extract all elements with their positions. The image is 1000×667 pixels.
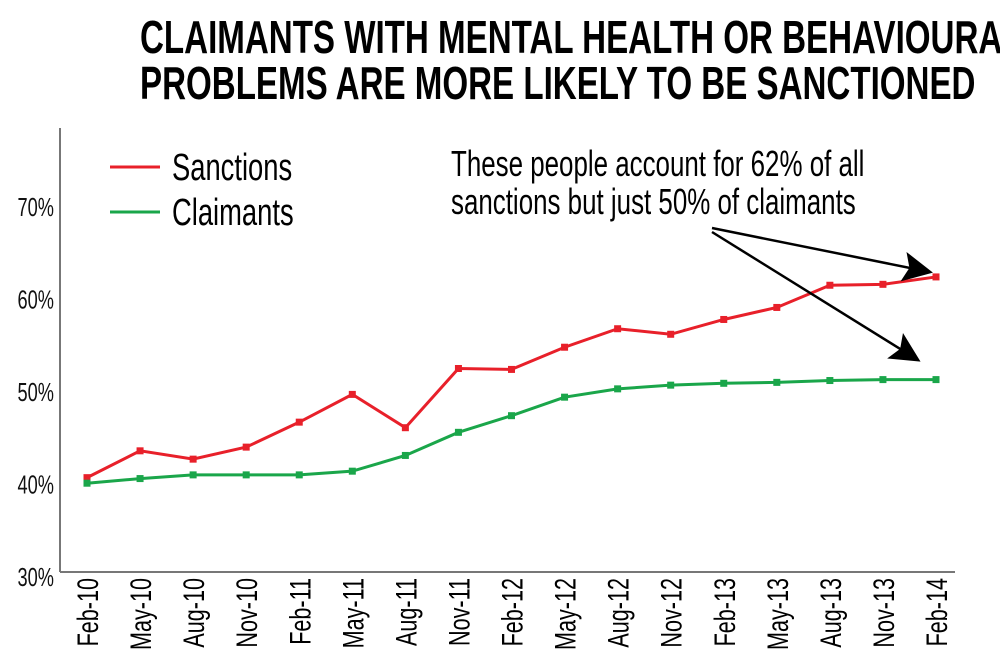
- x-tick-label: May-10: [124, 578, 158, 650]
- x-tick-label: Nov-10: [230, 578, 264, 648]
- data-point-claimants: [295, 471, 303, 479]
- x-tick-label: Aug-10: [177, 578, 211, 648]
- y-tick-label: 50%: [18, 378, 54, 407]
- data-point-sanctions: [720, 315, 728, 323]
- x-tick-label: Feb-12: [495, 578, 529, 646]
- data-point-sanctions: [667, 330, 675, 338]
- data-point-claimants: [401, 451, 409, 459]
- x-tick-label: May-12: [548, 578, 582, 650]
- annotation-text: These people account for 62% of all: [451, 144, 864, 184]
- data-point-claimants: [826, 377, 834, 385]
- data-point-claimants: [83, 479, 91, 487]
- x-tick-label: May-11: [336, 578, 370, 648]
- series-line-sanctions: [86, 275, 937, 479]
- data-point-claimants: [189, 471, 197, 479]
- data-point-claimants: [454, 428, 462, 436]
- data-point-claimants: [508, 412, 515, 420]
- data-point-sanctions: [242, 443, 250, 451]
- data-point-sanctions: [932, 273, 940, 281]
- chart-title-line-2: PROBLEMS ARE MORE LIKELY TO BE SANCTIONE…: [140, 57, 976, 109]
- data-point-sanctions: [826, 281, 834, 289]
- data-point-sanctions: [348, 390, 356, 398]
- data-point-sanctions: [83, 474, 91, 482]
- data-point-claimants: [242, 471, 250, 479]
- annotation-text: sanctions but just 50% of claimants: [451, 182, 856, 222]
- data-point-claimants: [614, 385, 622, 393]
- x-tick-label: Aug-12: [601, 578, 635, 648]
- x-tick-label: Nov-13: [866, 578, 900, 648]
- x-tick-label: Nov-11: [442, 578, 476, 646]
- data-point-sanctions: [879, 280, 887, 288]
- x-tick-label: Feb-14: [919, 578, 953, 646]
- arrow-to-claimants: [711, 230, 921, 362]
- data-point-claimants: [667, 381, 675, 389]
- arrow-to-sanctions: [711, 226, 933, 282]
- data-point-claimants: [561, 393, 569, 401]
- x-tick-label: Aug-11: [389, 578, 423, 646]
- y-tick-label: 70%: [18, 193, 54, 222]
- chart-title-line-1: CLAIMANTS WITH MENTAL HEALTH OR BEHAVIOU…: [140, 11, 1000, 63]
- legend-label: Claimants: [172, 192, 294, 234]
- y-tick-label: 40%: [18, 470, 54, 499]
- data-point-claimants: [348, 467, 356, 475]
- data-point-sanctions: [773, 303, 781, 311]
- data-point-sanctions: [454, 365, 462, 372]
- data-point-claimants: [773, 378, 781, 386]
- data-point-sanctions: [189, 455, 197, 463]
- data-point-sanctions: [508, 365, 515, 373]
- x-tick-label: Feb-13: [707, 578, 741, 646]
- data-point-sanctions: [614, 325, 622, 333]
- series-line-claimants: [86, 378, 936, 485]
- data-point-sanctions: [401, 424, 409, 432]
- y-tick-label: 30%: [18, 563, 54, 592]
- data-point-claimants: [720, 379, 728, 387]
- y-tick-label: 60%: [18, 285, 54, 314]
- legend-label: Sanctions: [172, 147, 292, 189]
- data-point-sanctions: [295, 418, 303, 426]
- x-tick-label: Feb-10: [70, 578, 104, 646]
- data-point-sanctions: [561, 343, 569, 351]
- data-point-sanctions: [136, 447, 144, 455]
- x-tick-label: Aug-13: [813, 578, 847, 648]
- x-tick-label: Feb-11: [283, 578, 317, 645]
- data-point-claimants: [136, 475, 144, 483]
- data-point-claimants: [879, 376, 887, 384]
- x-tick-label: May-13: [760, 578, 794, 650]
- data-point-claimants: [932, 376, 940, 384]
- x-tick-label: Nov-12: [654, 578, 688, 648]
